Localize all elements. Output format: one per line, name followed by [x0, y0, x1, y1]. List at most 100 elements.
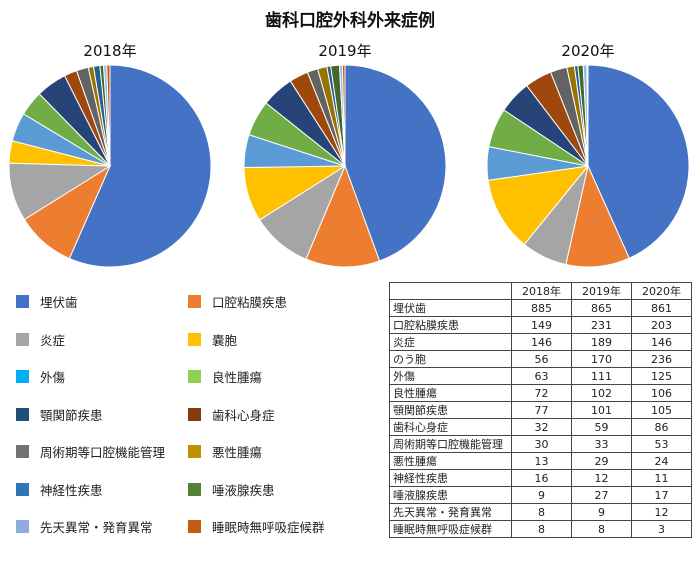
legend-label: 歯科心身症 [212, 407, 275, 423]
table-cell: 13 [511, 452, 572, 470]
pie-slice [305, 164, 381, 268]
legend-swatch [16, 445, 29, 458]
table-cell: 9 [511, 486, 572, 504]
table-row-label: 口腔粘膜疾患 [389, 316, 512, 334]
table-header-row: 2018年 2019年 2020年 [389, 282, 692, 300]
pie-3: 2020年 [486, 42, 690, 268]
legend: 埋伏歯 口腔粘膜疾患炎症 嚢胞外傷 良性腫瘍顎関節疾患 歯科心身症周術期等口腔機能管理 悪… [10, 282, 370, 552]
pie-slice [344, 64, 447, 262]
legend-item: 外傷 [16, 367, 65, 386]
table-header-cell: 2019年 [571, 282, 632, 300]
pie-year-label: 2020年 [561, 42, 614, 60]
table-cell: 3 [631, 520, 692, 538]
table-cell: 24 [631, 452, 692, 470]
table-cell: 17 [631, 486, 692, 504]
pie-charts: 2018年 2019年 2020年 [8, 42, 690, 268]
table-row: 睡眠時無呼吸症候群 8 8 3 [389, 520, 692, 538]
table-row-label: 埋伏歯 [389, 299, 512, 317]
table-cell: 125 [631, 367, 692, 385]
table-cell: 27 [571, 486, 632, 504]
legend-label: 嚢胞 [212, 332, 238, 348]
pie-1: 2018年 [8, 42, 212, 268]
legend-item: 歯科心身症 [188, 405, 275, 424]
table-cell: 861 [631, 299, 692, 317]
legend-swatch [188, 407, 201, 421]
table-row-label: 先天異常・発育異常 [389, 503, 512, 521]
table-header-cell: 2020年 [631, 282, 692, 300]
table-row: 顎関節疾患 77 101 105 [389, 401, 692, 419]
legend-item: 埋伏歯 [16, 292, 78, 311]
legend-item: 周術期等口腔機能管理 [16, 442, 165, 461]
data-table: 2018年 2019年 2020年 埋伏歯 885 865 861 口腔粘膜疾患 149 231… [389, 282, 692, 538]
legend-item: 炎症 [16, 330, 65, 349]
table-cell: 9 [571, 503, 632, 521]
table-row: 埋伏歯 885 865 861 [389, 299, 692, 317]
legend-swatch [188, 332, 201, 346]
pie-year-label: 2019年 [318, 42, 371, 60]
table-cell: 236 [631, 350, 692, 368]
table-cell: 146 [631, 333, 692, 351]
legend-label: 埋伏歯 [40, 295, 78, 310]
legend-swatch [16, 332, 29, 346]
table-cell: 30 [511, 435, 572, 453]
table-cell: 12 [631, 503, 692, 521]
legend-item: 口腔粘膜疾患 [188, 292, 287, 311]
table-cell: 8 [511, 520, 572, 538]
table-row-label: 唾液腺疾患 [389, 486, 512, 504]
legend-label: 顎関節疾患 [40, 407, 103, 423]
table-cell: 12 [571, 469, 632, 487]
pie-2: 2019年 [243, 42, 447, 268]
table-cell: 105 [631, 401, 692, 419]
table-header-cell: 2018年 [511, 282, 572, 300]
table-cell: 32 [511, 418, 572, 436]
legend-item: 悪性腫瘍 [188, 442, 262, 461]
table-row-label: 悪性腫瘍 [389, 452, 512, 470]
table-row: のう胞 56 170 236 [389, 350, 692, 368]
legend-swatch [188, 520, 201, 533]
table-cell: 101 [571, 401, 632, 419]
legend-item: 睡眠時無呼吸症候群 [188, 517, 325, 536]
legend-label: 炎症 [40, 332, 66, 348]
legend-swatch [188, 482, 201, 496]
table-row: 歯科心身症 32 59 86 [389, 418, 692, 436]
table-cell: 72 [511, 384, 572, 402]
table-cell: 53 [631, 435, 692, 453]
table-row: 外傷 63 111 125 [389, 367, 692, 385]
legend-swatch [16, 295, 29, 308]
table-cell: 11 [631, 469, 692, 487]
legend-swatch [16, 407, 29, 421]
table-row: 良性腫瘍 72 102 106 [389, 384, 692, 402]
table-row-label: 歯科心身症 [389, 418, 512, 436]
table-row: 悪性腫瘍 13 29 24 [389, 452, 692, 470]
table-cell: 170 [571, 350, 632, 368]
pie-slice [106, 64, 111, 167]
legend-swatch [188, 445, 201, 458]
legend-label: 唾液腺疾患 [212, 482, 275, 498]
legend-swatch [16, 482, 29, 496]
table-cell: 56 [511, 350, 572, 368]
table-cell: 885 [511, 299, 572, 317]
pie-slice [68, 64, 212, 268]
table-cell: 865 [571, 299, 632, 317]
table-cell: 231 [571, 316, 632, 334]
legend-label: 神経性疾患 [40, 482, 103, 498]
legend-label: 外傷 [40, 370, 66, 385]
chart-title: 歯科口腔外科外来症例 [265, 11, 435, 31]
table-cell: 8 [571, 520, 632, 538]
table-row: 口腔粘膜疾患 149 231 203 [389, 316, 692, 334]
table-row-label: 神経性疾患 [389, 469, 512, 487]
legend-swatch [188, 370, 201, 383]
table-row-label: 外傷 [389, 367, 512, 385]
table-cell: 63 [511, 367, 572, 385]
table-cell: 59 [571, 418, 632, 436]
pie-year-label: 2018年 [83, 42, 136, 60]
table-row: 神経性疾患 16 12 11 [389, 469, 692, 487]
legend-item: 良性腫瘍 [188, 367, 262, 386]
table-cell: 86 [631, 418, 692, 436]
table-row-label: 睡眠時無呼吸症候群 [389, 520, 512, 538]
legend-item: 先天異常・発育異常 [16, 517, 153, 536]
table-cell: 16 [511, 469, 572, 487]
table-cell: 77 [511, 401, 572, 419]
table-cell: 189 [571, 333, 632, 351]
legend-label: 悪性腫瘍 [212, 445, 263, 460]
